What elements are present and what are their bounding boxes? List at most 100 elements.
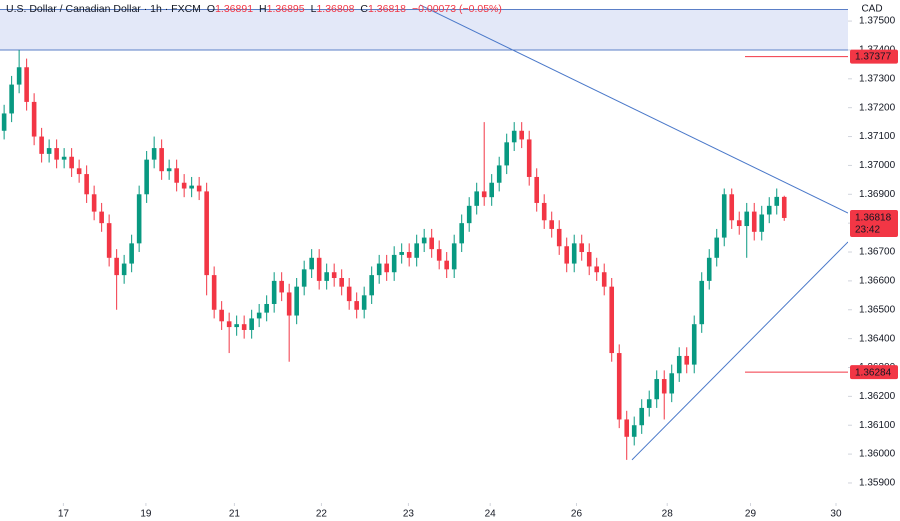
candle-body xyxy=(534,176,540,203)
candle-body xyxy=(661,379,667,394)
x-tick-label: 21 xyxy=(229,509,241,520)
candle-body xyxy=(699,280,705,325)
candle-body xyxy=(316,257,322,281)
x-tick-label: 30 xyxy=(830,509,842,520)
change: −0.00073 (−0.05%) xyxy=(412,3,502,15)
candle-body xyxy=(384,263,389,273)
zone xyxy=(0,9,848,50)
candle-body xyxy=(556,228,562,247)
y-tick-label: 1.36400 xyxy=(859,333,896,344)
candle-body xyxy=(376,263,382,276)
candle-body xyxy=(331,272,337,279)
candle-body xyxy=(121,263,127,276)
candle-body xyxy=(204,191,209,276)
candle-body xyxy=(646,399,652,408)
candle-body xyxy=(234,324,239,328)
y-tick-label: 1.37300 xyxy=(859,73,896,84)
y-tick-label: 1.36500 xyxy=(859,304,896,315)
candle-body xyxy=(129,243,134,264)
candle-body xyxy=(751,211,757,232)
candle-body xyxy=(429,237,434,250)
candle-body xyxy=(466,205,472,224)
candle-body xyxy=(451,243,457,270)
candle-body xyxy=(774,196,780,206)
candle-body xyxy=(46,148,52,154)
ohlc-key: C xyxy=(360,3,368,15)
candle-body xyxy=(91,194,97,212)
candle-body xyxy=(159,148,164,172)
candle-body xyxy=(759,214,765,232)
candle-body xyxy=(279,280,284,293)
candle-body xyxy=(196,185,202,192)
candle-body xyxy=(504,142,509,166)
candle-body xyxy=(706,257,712,281)
candle-body xyxy=(609,286,615,354)
candle-body xyxy=(69,156,74,169)
candle-body xyxy=(684,355,690,365)
candle-body xyxy=(39,136,44,154)
candle-body xyxy=(676,355,682,374)
countdown: 23:42 xyxy=(855,225,880,236)
candle-body xyxy=(766,205,772,215)
price-marker-tag xyxy=(850,365,898,380)
candle-body xyxy=(61,156,67,160)
candle-body xyxy=(144,159,149,195)
ohlc-key: O xyxy=(207,3,215,15)
candle-body xyxy=(1,113,7,131)
candle-body xyxy=(114,257,119,276)
x-tick-label: 22 xyxy=(316,509,328,520)
price-marker-label: 1.37377 xyxy=(855,52,892,63)
candle-body xyxy=(781,196,787,218)
x-tick-label: 28 xyxy=(662,509,674,520)
candle-body xyxy=(436,249,442,261)
candle-body xyxy=(346,286,352,302)
x-tick-label: 26 xyxy=(571,509,583,520)
candle-body xyxy=(586,252,592,267)
candle-body xyxy=(601,272,607,287)
candle-body xyxy=(691,324,697,365)
candle-body xyxy=(256,312,262,319)
candle-body xyxy=(369,275,374,296)
candle-body xyxy=(16,67,22,85)
candle-body xyxy=(519,130,525,140)
candle-body xyxy=(181,182,187,189)
y-tick-label: 1.37000 xyxy=(859,160,896,171)
candle-body xyxy=(136,194,142,244)
header: U.S. Dollar / Canadian Dollar · 1h · FXC… xyxy=(6,3,502,15)
y-tick-label: 1.36200 xyxy=(859,391,896,402)
candle-body xyxy=(264,303,269,313)
candle-body xyxy=(271,280,277,304)
candle-body xyxy=(564,246,570,264)
candle-body xyxy=(474,191,479,206)
last-price-label: 1.36818 xyxy=(855,213,892,224)
candle-body xyxy=(54,148,59,160)
y-tick-label: 1.37100 xyxy=(859,131,896,142)
candle-body xyxy=(211,275,217,310)
candle-body xyxy=(241,324,247,330)
candle-body xyxy=(489,182,494,198)
candle-body xyxy=(541,202,547,221)
plot-area xyxy=(0,4,848,461)
last-price-tag xyxy=(850,209,898,237)
candle-body xyxy=(579,243,585,253)
candle-body xyxy=(24,67,29,102)
price-marker-tag xyxy=(850,49,898,64)
price-marker-label: 1.36284 xyxy=(855,367,892,378)
candle-body xyxy=(594,266,600,273)
ohlc-value: 1.36891 xyxy=(215,3,253,15)
candle-body xyxy=(226,321,232,328)
candle-body xyxy=(354,301,359,310)
candle-body xyxy=(549,220,555,229)
candle-body xyxy=(631,425,637,437)
x-tick-label: 19 xyxy=(140,509,152,520)
trendline xyxy=(631,241,848,461)
candle-body xyxy=(624,419,630,437)
candle-body xyxy=(496,165,502,183)
trendline xyxy=(419,4,848,214)
candle-body xyxy=(301,269,307,287)
y-tick-label: 1.36600 xyxy=(859,276,896,287)
y-tick-label: 1.36100 xyxy=(859,420,896,431)
candle-body xyxy=(511,130,517,143)
